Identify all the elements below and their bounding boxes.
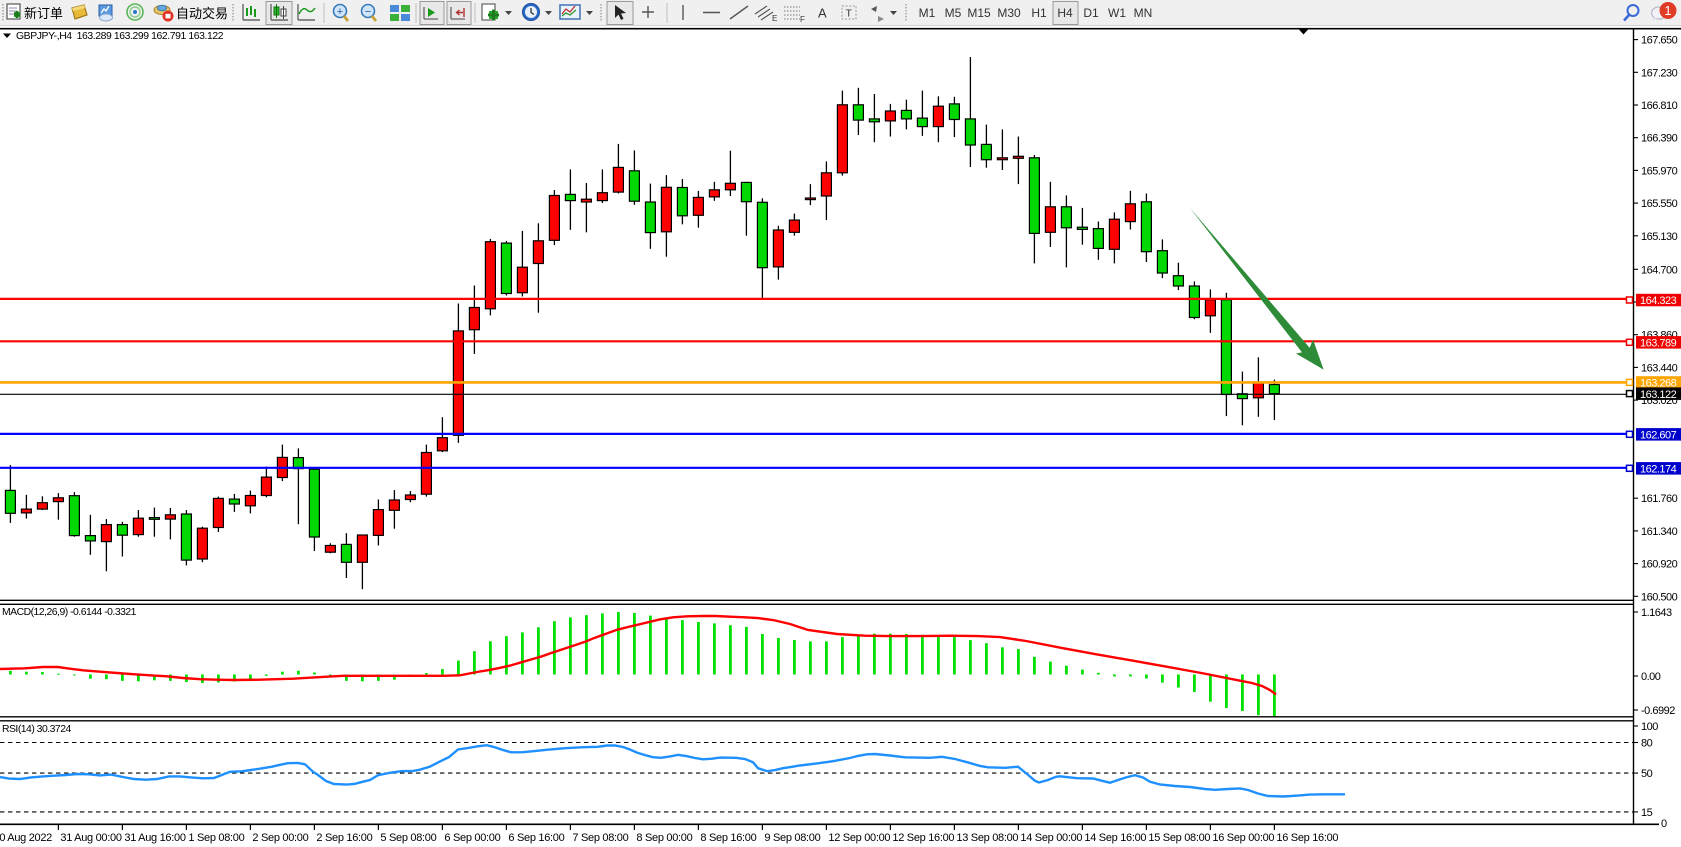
- svg-text:161.340: 161.340: [1641, 526, 1678, 538]
- svg-text:12 Sep 16:00: 12 Sep 16:00: [892, 832, 954, 844]
- svg-text:7 Sep 08:00: 7 Sep 08:00: [572, 832, 628, 844]
- svg-text:-0.6992: -0.6992: [1641, 705, 1675, 717]
- svg-text:自动交易: 自动交易: [176, 6, 228, 21]
- svg-text:161.760: 161.760: [1641, 493, 1678, 505]
- svg-text:165.550: 165.550: [1641, 198, 1678, 210]
- svg-text:30 Aug 2022: 30 Aug 2022: [0, 832, 52, 844]
- svg-text:12 Sep 00:00: 12 Sep 00:00: [828, 832, 890, 844]
- svg-text:167.650: 167.650: [1641, 35, 1678, 47]
- svg-text:−: −: [365, 6, 371, 18]
- svg-text:16 Sep 00:00: 16 Sep 00:00: [1212, 832, 1274, 844]
- svg-text:E: E: [772, 14, 777, 23]
- svg-text:50: 50: [1641, 768, 1653, 780]
- svg-text:163.440: 163.440: [1641, 362, 1678, 374]
- svg-text:新订单: 新订单: [24, 6, 63, 21]
- svg-text:165.130: 165.130: [1641, 231, 1678, 243]
- svg-text:164.323: 164.323: [1640, 295, 1677, 307]
- svg-text:MN: MN: [1134, 6, 1153, 20]
- svg-text:9 Sep 08:00: 9 Sep 08:00: [764, 832, 820, 844]
- svg-text:6 Sep 16:00: 6 Sep 16:00: [508, 832, 564, 844]
- svg-text:0.00: 0.00: [1641, 671, 1661, 683]
- svg-text:T: T: [846, 8, 853, 20]
- svg-text:1 Sep 08:00: 1 Sep 08:00: [188, 832, 244, 844]
- svg-text:8 Sep 00:00: 8 Sep 00:00: [636, 832, 692, 844]
- svg-text:2 Sep 00:00: 2 Sep 00:00: [252, 832, 308, 844]
- svg-text:31 Aug 00:00: 31 Aug 00:00: [60, 832, 121, 844]
- svg-text:0: 0: [1661, 818, 1667, 830]
- svg-text:+: +: [337, 6, 343, 18]
- svg-text:H1: H1: [1031, 6, 1047, 20]
- svg-text:M15: M15: [967, 6, 991, 20]
- svg-text:31 Aug 16:00: 31 Aug 16:00: [124, 832, 185, 844]
- svg-text:W1: W1: [1108, 6, 1126, 20]
- svg-text:F: F: [800, 15, 805, 24]
- svg-text:166.390: 166.390: [1641, 133, 1678, 145]
- svg-text:A: A: [818, 6, 827, 21]
- svg-text:163.122: 163.122: [1640, 389, 1677, 401]
- svg-text:165.970: 165.970: [1641, 165, 1678, 177]
- svg-text:M5: M5: [945, 6, 962, 20]
- svg-text:D1: D1: [1083, 6, 1099, 20]
- svg-text:5 Sep 08:00: 5 Sep 08:00: [380, 832, 436, 844]
- svg-text:6 Sep 00:00: 6 Sep 00:00: [444, 832, 500, 844]
- svg-text:166.810: 166.810: [1641, 100, 1678, 112]
- svg-text:M30: M30: [997, 6, 1021, 20]
- svg-text:16 Sep 16:00: 16 Sep 16:00: [1276, 832, 1338, 844]
- svg-text:167.230: 167.230: [1641, 67, 1678, 79]
- svg-text:M1: M1: [919, 6, 936, 20]
- svg-text:160.500: 160.500: [1641, 591, 1678, 603]
- svg-text:162.607: 162.607: [1640, 430, 1677, 442]
- svg-text:163.789: 163.789: [1640, 338, 1677, 350]
- svg-text:162.174: 162.174: [1640, 464, 1677, 476]
- svg-text:160.920: 160.920: [1641, 559, 1678, 571]
- svg-text:163.268: 163.268: [1640, 378, 1677, 390]
- svg-text:H4: H4: [1057, 6, 1073, 20]
- svg-text:14 Sep 16:00: 14 Sep 16:00: [1084, 832, 1146, 844]
- svg-text:2 Sep 16:00: 2 Sep 16:00: [316, 832, 372, 844]
- svg-text:RSI(14) 30.3724: RSI(14) 30.3724: [2, 724, 71, 735]
- svg-text:GBPJPY-,H4 163.289 163.299 16: GBPJPY-,H4 163.289 163.299 162.791 163.1…: [16, 31, 224, 42]
- svg-text:15 Sep 08:00: 15 Sep 08:00: [1148, 832, 1210, 844]
- svg-text:100: 100: [1641, 721, 1658, 733]
- svg-text:80: 80: [1641, 738, 1653, 750]
- svg-text:MACD(12,26,9) -0.6144 -0.3321: MACD(12,26,9) -0.6144 -0.3321: [2, 607, 137, 618]
- svg-text:8 Sep 16:00: 8 Sep 16:00: [700, 832, 756, 844]
- svg-text:13 Sep 08:00: 13 Sep 08:00: [956, 832, 1018, 844]
- svg-text:1.1643: 1.1643: [1641, 607, 1672, 619]
- svg-text:15: 15: [1641, 807, 1653, 819]
- svg-text:1: 1: [1664, 3, 1671, 18]
- svg-text:14 Sep 00:00: 14 Sep 00:00: [1020, 832, 1082, 844]
- svg-text:164.700: 164.700: [1641, 264, 1678, 276]
